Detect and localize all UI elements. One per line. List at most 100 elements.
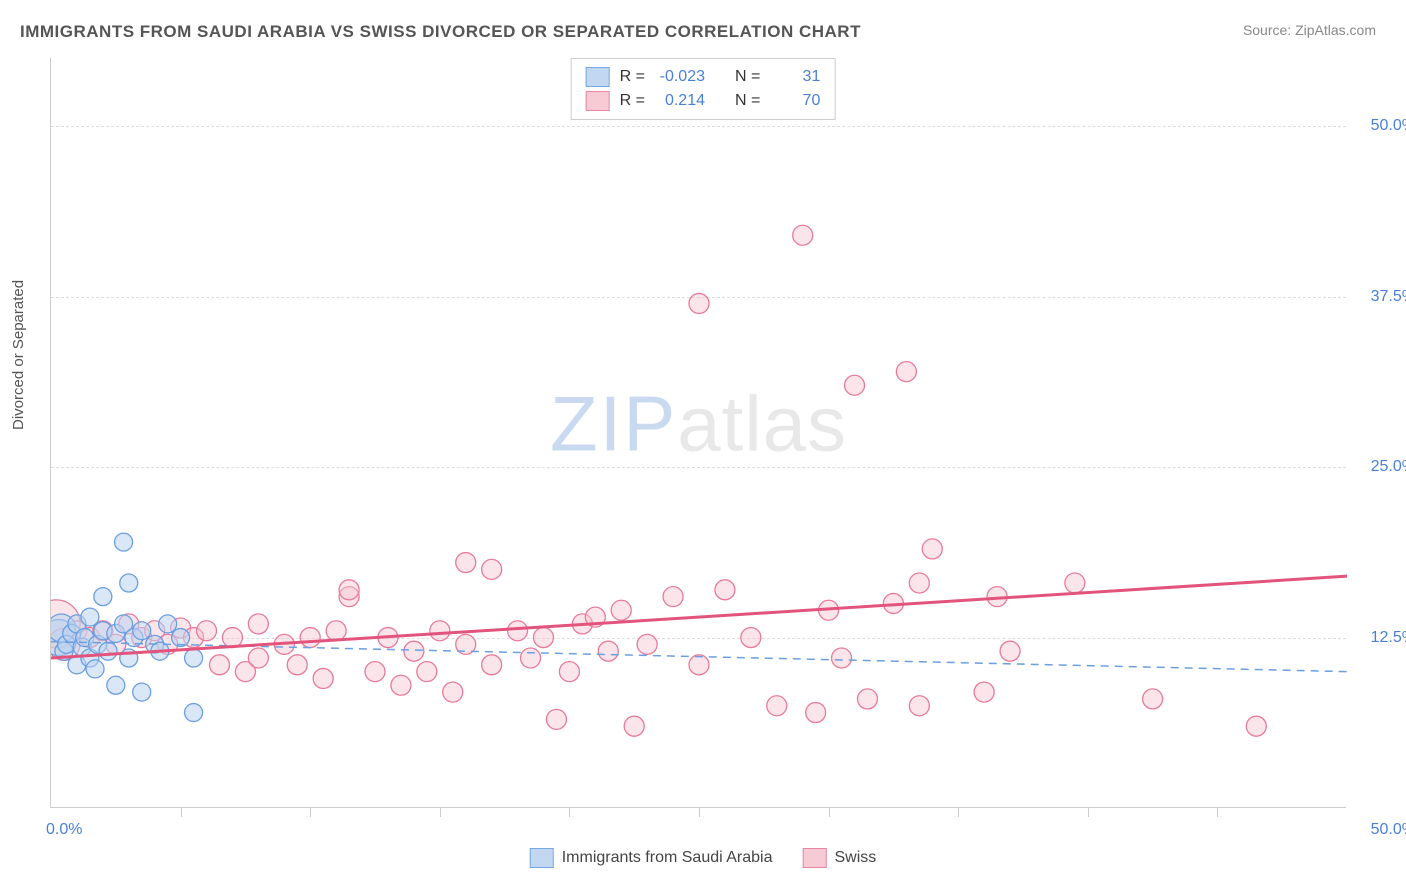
- data-point-swiss: [598, 641, 618, 661]
- data-point-swiss: [248, 648, 268, 668]
- data-point-swiss: [521, 648, 541, 668]
- data-point-swiss: [326, 621, 346, 641]
- swatch-saudi-icon: [586, 67, 610, 87]
- data-point-swiss: [909, 696, 929, 716]
- legend-stats: R = -0.023 N = 31 R = 0.214 N = 70: [571, 58, 836, 120]
- x-tick: [1088, 807, 1089, 817]
- data-point-swiss: [793, 225, 813, 245]
- legend-swiss-label: Swiss: [834, 849, 876, 867]
- legend-stats-row-swiss: R = 0.214 N = 70: [586, 89, 821, 113]
- x-tick: [310, 807, 311, 817]
- data-point-swiss: [715, 580, 735, 600]
- data-point-swiss: [300, 628, 320, 648]
- data-point-swiss: [430, 621, 450, 641]
- data-point-swiss: [1065, 573, 1085, 593]
- data-point-swiss: [1143, 689, 1163, 709]
- data-point-saudi: [120, 574, 138, 592]
- data-point-swiss: [974, 682, 994, 702]
- x-min-label: 0.0%: [46, 821, 82, 839]
- data-point-saudi: [115, 533, 133, 551]
- data-point-saudi: [86, 660, 104, 678]
- data-point-swiss: [741, 628, 761, 648]
- data-point-swiss: [637, 634, 657, 654]
- data-point-swiss: [339, 580, 359, 600]
- data-point-swiss: [482, 655, 502, 675]
- legend-stats-row-saudi: R = -0.023 N = 31: [586, 65, 821, 89]
- x-tick: [829, 807, 830, 817]
- data-point-saudi: [133, 683, 151, 701]
- data-point-swiss: [391, 675, 411, 695]
- plot-area: ZIPatlas 12.5%25.0%37.5%50.0% 0.0% 50.0%: [50, 58, 1346, 808]
- data-point-swiss: [663, 587, 683, 607]
- y-tick-label: 50.0%: [1371, 117, 1406, 135]
- saudi-n-value: 31: [770, 68, 820, 86]
- legend-series: Immigrants from Saudi Arabia Swiss: [530, 848, 877, 868]
- data-point-saudi: [81, 608, 99, 626]
- n-label: N =: [735, 92, 760, 110]
- data-point-swiss: [845, 375, 865, 395]
- swatch-saudi-icon: [530, 848, 554, 868]
- data-point-swiss: [689, 655, 709, 675]
- r-label: R =: [620, 92, 645, 110]
- data-point-swiss: [689, 293, 709, 313]
- x-tick: [569, 807, 570, 817]
- r-label: R =: [620, 68, 645, 86]
- data-point-saudi: [185, 649, 203, 667]
- data-point-swiss: [417, 662, 437, 682]
- data-point-swiss: [1000, 641, 1020, 661]
- data-point-swiss: [546, 709, 566, 729]
- data-point-swiss: [611, 600, 631, 620]
- y-tick-label: 12.5%: [1371, 629, 1406, 647]
- data-point-swiss: [806, 703, 826, 723]
- swatch-swiss-icon: [802, 848, 826, 868]
- y-tick-label: 25.0%: [1371, 458, 1406, 476]
- data-point-swiss: [482, 559, 502, 579]
- data-point-swiss: [313, 668, 333, 688]
- data-point-saudi: [159, 615, 177, 633]
- x-tick: [699, 807, 700, 817]
- data-point-saudi: [107, 676, 125, 694]
- data-point-swiss: [832, 648, 852, 668]
- legend-item-swiss: Swiss: [802, 848, 876, 868]
- data-point-swiss: [222, 628, 242, 648]
- x-tick: [958, 807, 959, 817]
- saudi-r-value: -0.023: [655, 68, 705, 86]
- data-point-swiss: [857, 689, 877, 709]
- data-point-swiss: [624, 716, 644, 736]
- data-point-swiss: [508, 621, 528, 641]
- data-point-saudi: [99, 642, 117, 660]
- data-point-swiss: [456, 553, 476, 573]
- x-tick: [1217, 807, 1218, 817]
- data-point-swiss: [909, 573, 929, 593]
- data-point-saudi: [133, 622, 151, 640]
- data-point-swiss: [1246, 716, 1266, 736]
- y-tick-label: 37.5%: [1371, 288, 1406, 306]
- data-point-swiss: [533, 628, 553, 648]
- x-tick: [440, 807, 441, 817]
- x-tick: [181, 807, 182, 817]
- swatch-swiss-icon: [586, 91, 610, 111]
- legend-saudi-label: Immigrants from Saudi Arabia: [562, 849, 773, 867]
- data-point-swiss: [209, 655, 229, 675]
- data-point-swiss: [404, 641, 424, 661]
- x-max-label: 50.0%: [1371, 821, 1406, 839]
- data-point-swiss: [197, 621, 217, 641]
- data-point-saudi: [185, 704, 203, 722]
- data-point-swiss: [443, 682, 463, 702]
- source-attribution: Source: ZipAtlas.com: [1243, 22, 1376, 38]
- swiss-r-value: 0.214: [655, 92, 705, 110]
- data-point-swiss: [896, 362, 916, 382]
- data-point-swiss: [248, 614, 268, 634]
- data-point-swiss: [287, 655, 307, 675]
- data-point-swiss: [922, 539, 942, 559]
- data-point-saudi: [172, 629, 190, 647]
- data-point-swiss: [365, 662, 385, 682]
- scatter-svg: [51, 58, 1347, 808]
- data-point-swiss: [559, 662, 579, 682]
- y-axis-label: Divorced or Separated: [10, 280, 27, 430]
- chart-title: IMMIGRANTS FROM SAUDI ARABIA VS SWISS DI…: [20, 22, 861, 42]
- data-point-swiss: [767, 696, 787, 716]
- trend-line: [51, 576, 1347, 658]
- chart-container: IMMIGRANTS FROM SAUDI ARABIA VS SWISS DI…: [0, 0, 1406, 892]
- swiss-n-value: 70: [770, 92, 820, 110]
